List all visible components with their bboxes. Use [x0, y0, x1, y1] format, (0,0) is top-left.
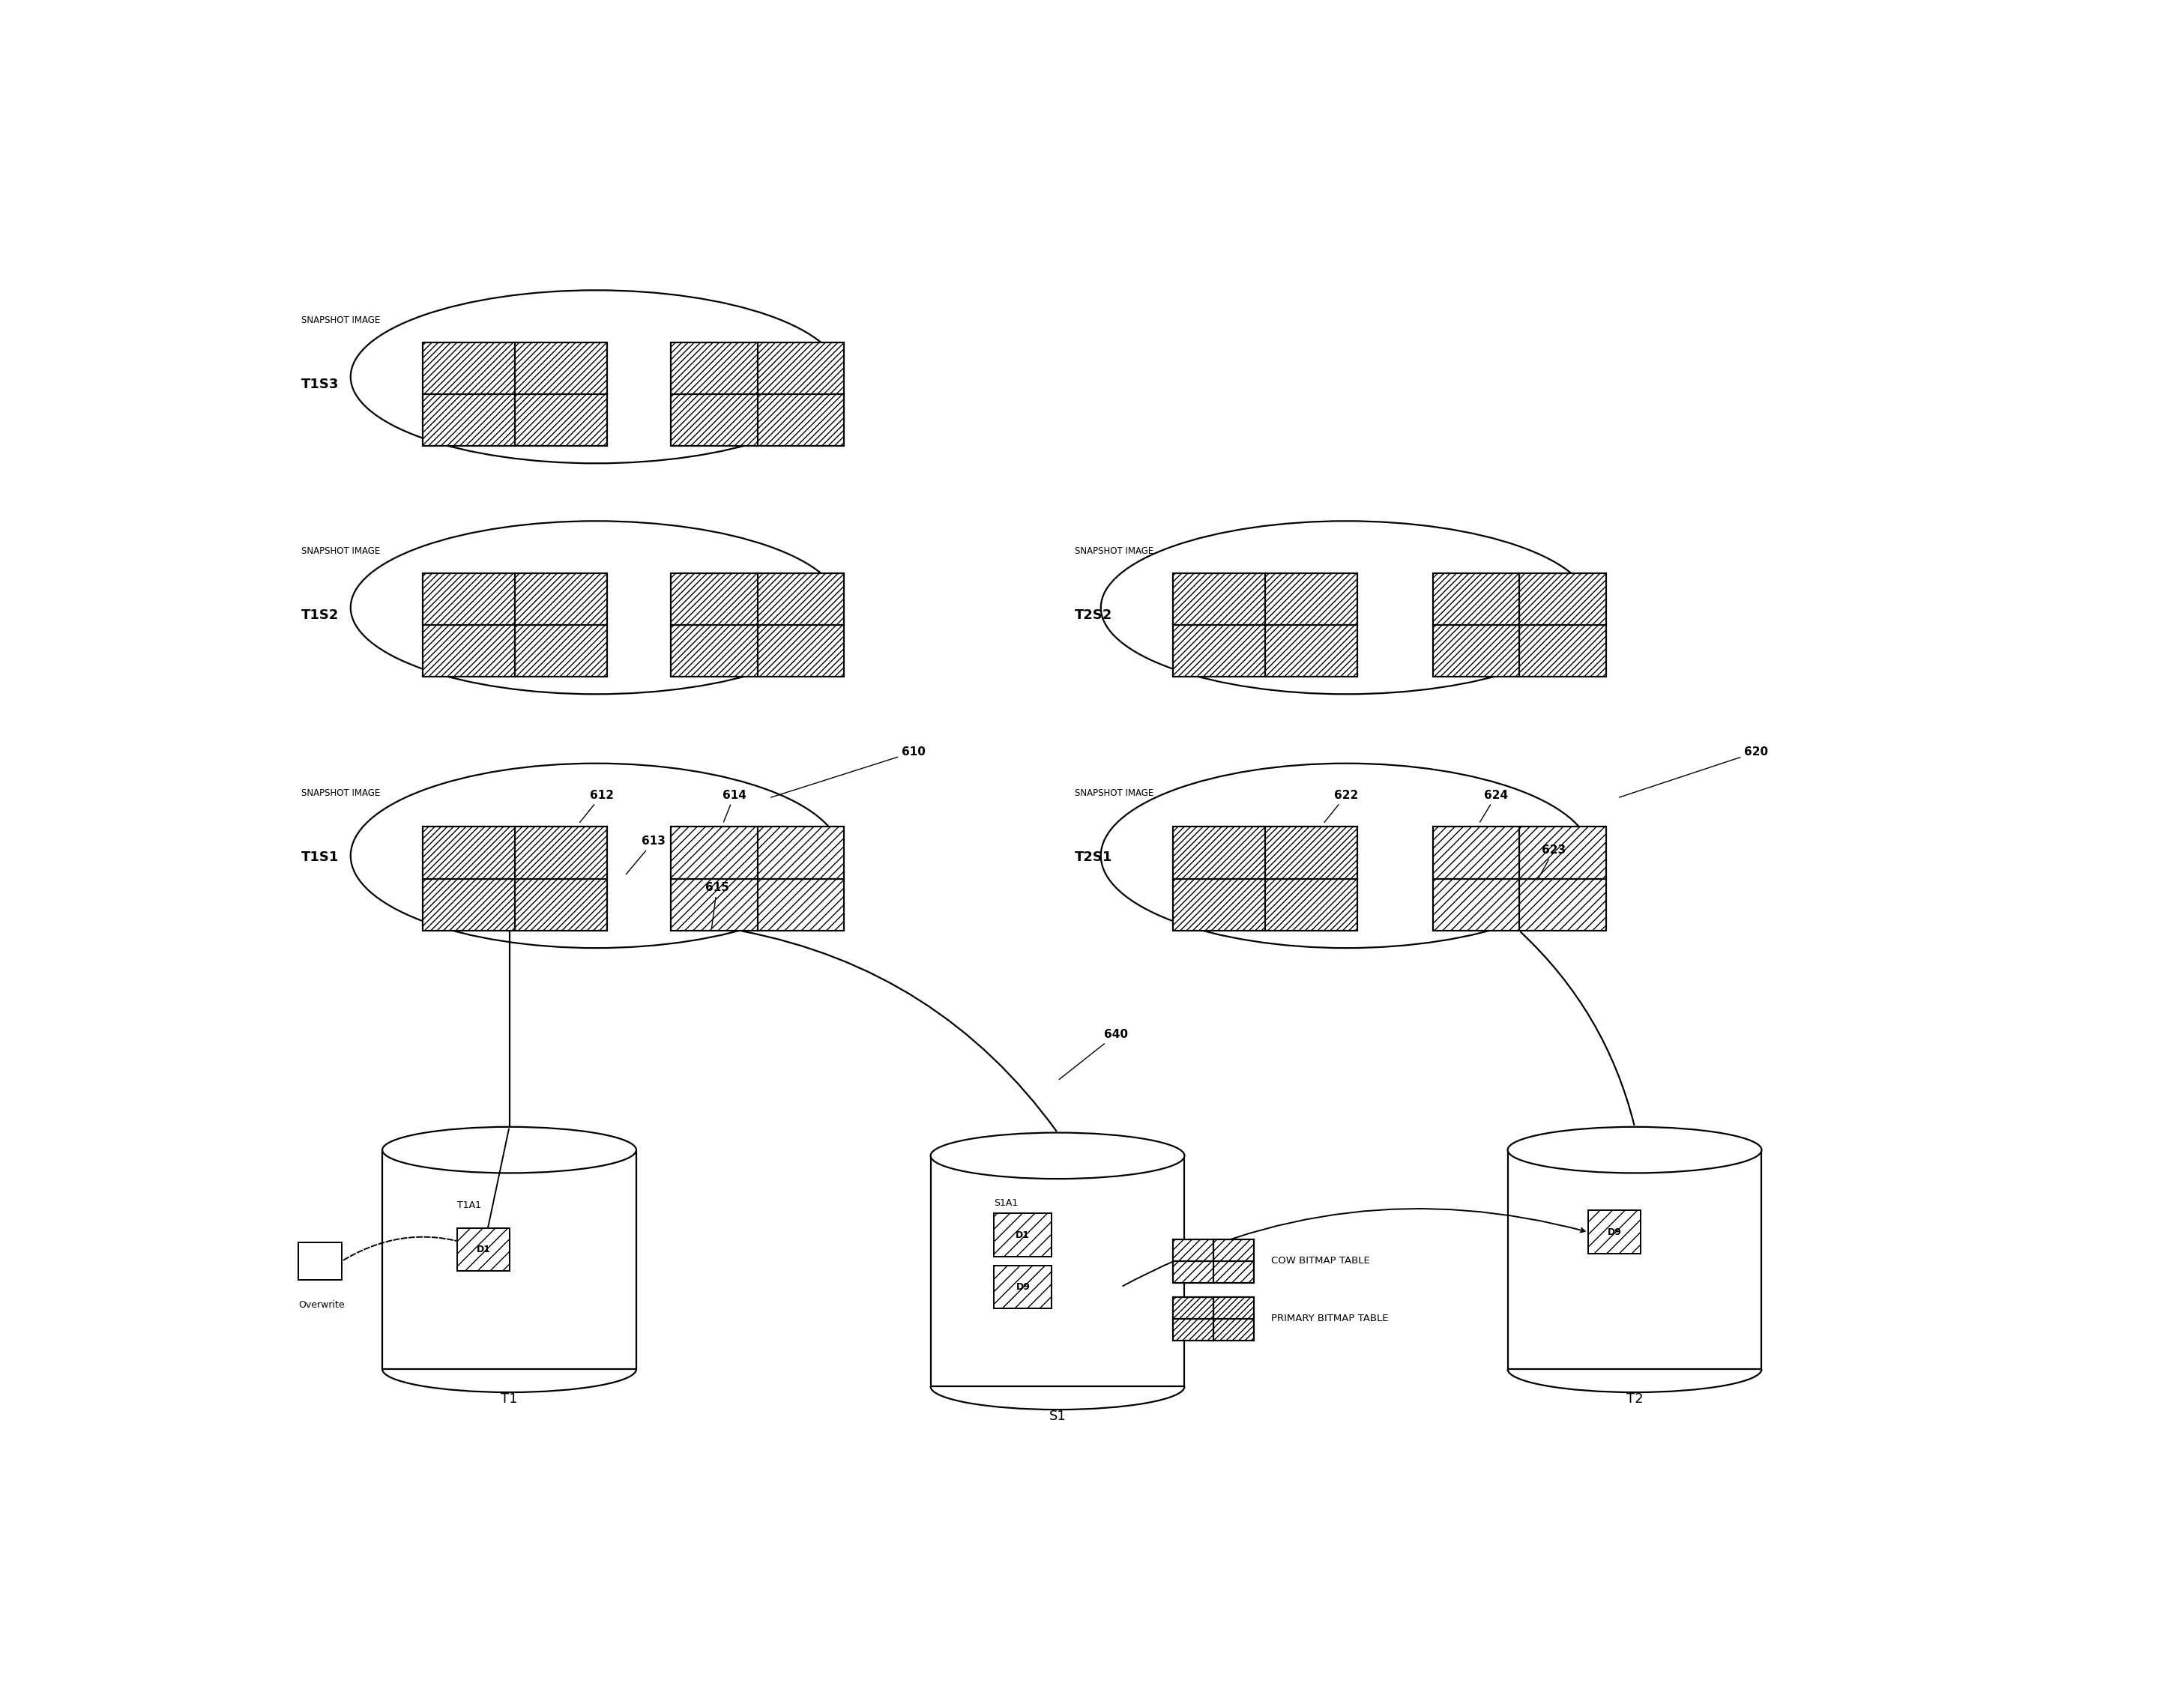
Text: SNAPSHOT IMAGE: SNAPSHOT IMAGE [1075, 789, 1153, 797]
Text: Overwrite: Overwrite [299, 1301, 345, 1309]
Text: 622: 622 [1324, 790, 1358, 823]
Ellipse shape [1507, 1127, 1762, 1173]
Ellipse shape [352, 521, 841, 695]
Bar [670, 341, 843, 446]
Text: D1: D1 [476, 1244, 491, 1255]
Bar [1173, 574, 1358, 676]
Text: T1S3: T1S3 [301, 377, 339, 391]
Bar [1588, 1210, 1640, 1255]
Bar [994, 1214, 1053, 1256]
Text: S1A1: S1A1 [994, 1198, 1018, 1207]
Bar [424, 826, 607, 930]
Text: 624: 624 [1481, 790, 1509, 823]
Text: 614: 614 [723, 790, 747, 823]
Text: 613: 613 [627, 836, 666, 874]
Text: 612: 612 [581, 790, 614, 823]
Bar [1433, 826, 1605, 930]
Ellipse shape [352, 290, 841, 463]
Bar [424, 341, 607, 446]
Text: T2S1: T2S1 [1075, 850, 1112, 864]
Text: T1A1: T1A1 [456, 1200, 480, 1210]
Text: S1: S1 [1048, 1410, 1066, 1424]
Ellipse shape [1101, 521, 1592, 695]
Text: D9: D9 [1607, 1227, 1621, 1238]
Text: SNAPSHOT IMAGE: SNAPSHOT IMAGE [1075, 546, 1153, 556]
Text: 610: 610 [771, 746, 926, 797]
Text: COW BITMAP TABLE: COW BITMAP TABLE [1271, 1256, 1369, 1267]
Text: SNAPSHOT IMAGE: SNAPSHOT IMAGE [301, 789, 380, 797]
Bar [930, 1156, 1184, 1386]
Text: 623: 623 [1538, 845, 1566, 879]
Bar [1507, 1151, 1762, 1369]
Ellipse shape [382, 1127, 636, 1173]
Text: T1S2: T1S2 [301, 608, 339, 621]
Text: T2: T2 [1627, 1393, 1642, 1407]
Bar [1173, 1297, 1254, 1340]
Bar [456, 1227, 509, 1272]
Text: 640: 640 [1059, 1029, 1127, 1079]
Ellipse shape [1101, 763, 1592, 947]
Text: SNAPSHOT IMAGE: SNAPSHOT IMAGE [301, 546, 380, 556]
Ellipse shape [352, 763, 841, 947]
Text: 620: 620 [1618, 746, 1769, 797]
Bar [670, 574, 843, 676]
Text: 615: 615 [705, 883, 729, 929]
Text: D9: D9 [1016, 1282, 1031, 1292]
Text: PRIMARY BITMAP TABLE: PRIMARY BITMAP TABLE [1271, 1314, 1389, 1323]
Text: T1: T1 [500, 1393, 518, 1407]
Bar [299, 1243, 343, 1280]
Bar [1173, 1239, 1254, 1282]
Text: T2S2: T2S2 [1075, 608, 1112, 621]
Bar [382, 1151, 636, 1369]
Text: SNAPSHOT IMAGE: SNAPSHOT IMAGE [301, 316, 380, 324]
Bar [994, 1265, 1053, 1309]
Bar [670, 826, 843, 930]
Bar [1433, 574, 1605, 676]
Text: T1S1: T1S1 [301, 850, 339, 864]
Bar [1173, 826, 1358, 930]
Ellipse shape [930, 1133, 1184, 1180]
Text: D1: D1 [1016, 1231, 1031, 1239]
Bar [424, 574, 607, 676]
Text: D2: D2 [314, 1256, 328, 1267]
